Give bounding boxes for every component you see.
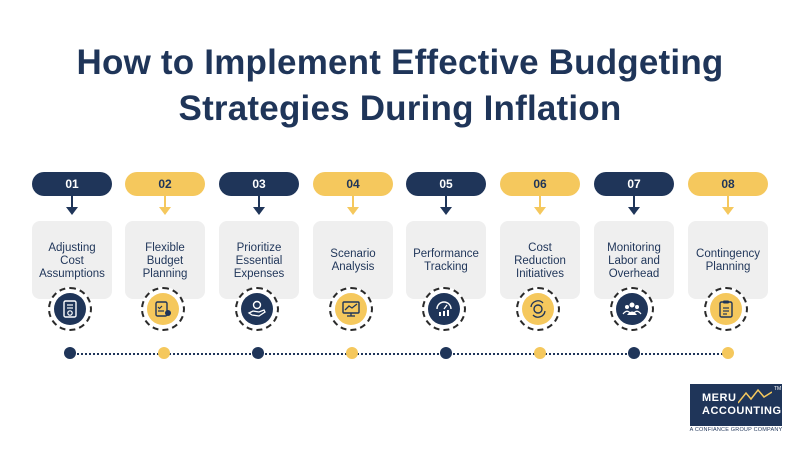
coin-arrows-icon bbox=[522, 293, 554, 325]
step-label: Adjusting Cost Assumptions bbox=[39, 241, 105, 280]
step-number-pill: 07 bbox=[594, 172, 674, 196]
arrow-down-icon bbox=[534, 196, 546, 215]
step-card: Prioritize Essential Expenses bbox=[219, 221, 299, 299]
timeline-dot bbox=[158, 347, 170, 359]
gauge-bars-icon bbox=[428, 293, 460, 325]
budget-checklist-icon bbox=[147, 293, 179, 325]
timeline-dot bbox=[346, 347, 358, 359]
step-label: Contingency Planning bbox=[696, 248, 760, 273]
step-number-pill: 03 bbox=[219, 172, 299, 196]
timeline-dot bbox=[628, 347, 640, 359]
logo: MERU TM ACCOUNTING bbox=[690, 384, 782, 426]
step-number-pill: 01 bbox=[32, 172, 112, 196]
step-label: Prioritize Essential Expenses bbox=[233, 241, 285, 280]
timeline-dot bbox=[64, 347, 76, 359]
step-card: Monitoring Labor and Overhead bbox=[594, 221, 674, 299]
step-number-pill: 05 bbox=[406, 172, 486, 196]
timeline-line bbox=[70, 353, 730, 355]
step-icon-ring bbox=[329, 287, 373, 331]
step-06: 06 Cost Reduction Initiatives bbox=[500, 0, 580, 370]
timeline-dot bbox=[722, 347, 734, 359]
step-icon-ring bbox=[704, 287, 748, 331]
timeline-dot bbox=[534, 347, 546, 359]
document-dollar-icon bbox=[54, 293, 86, 325]
logo-text-meru: MERU bbox=[702, 392, 737, 404]
arrow-down-icon bbox=[347, 196, 359, 215]
step-card: Flexible Budget Planning bbox=[125, 221, 205, 299]
timeline-dot bbox=[440, 347, 452, 359]
step-03: 03 Prioritize Essential Expenses bbox=[219, 0, 299, 370]
clipboard-plan-icon bbox=[710, 293, 742, 325]
step-label: Flexible Budget Planning bbox=[142, 241, 188, 280]
step-number-pill: 08 bbox=[688, 172, 768, 196]
hand-coin-icon bbox=[241, 293, 273, 325]
timeline-dot bbox=[252, 347, 264, 359]
title-line-2: Strategies During Inflation bbox=[178, 89, 622, 128]
page-title: How to Implement Effective Budgeting Str… bbox=[0, 40, 800, 132]
step-icon-ring bbox=[610, 287, 654, 331]
step-card: Adjusting Cost Assumptions bbox=[32, 221, 112, 299]
team-icon bbox=[616, 293, 648, 325]
step-label: Cost Reduction Initiatives bbox=[514, 241, 566, 280]
step-icon-ring bbox=[141, 287, 185, 331]
logo-text-accounting: ACCOUNTING bbox=[702, 405, 782, 417]
chart-analysis-icon bbox=[335, 293, 367, 325]
step-icon-ring bbox=[516, 287, 560, 331]
step-number-pill: 06 bbox=[500, 172, 580, 196]
step-icon-ring bbox=[422, 287, 466, 331]
arrow-down-icon bbox=[253, 196, 265, 215]
step-07: 07 Monitoring Labor and Overhead bbox=[594, 0, 674, 370]
step-number-pill: 02 bbox=[125, 172, 205, 196]
title-line-1: How to Implement Effective Budgeting bbox=[76, 43, 724, 82]
step-02: 02 Flexible Budget Planning bbox=[125, 0, 205, 370]
logo-peaks-icon bbox=[738, 388, 772, 404]
arrow-down-icon bbox=[440, 196, 452, 215]
step-label: Performance Tracking bbox=[413, 248, 479, 273]
step-04: 04 Scenario Analysis bbox=[313, 0, 393, 370]
step-08: 08 Contingency Planning bbox=[688, 0, 768, 370]
logo-trademark: TM bbox=[774, 386, 782, 392]
step-icon-ring bbox=[235, 287, 279, 331]
arrow-down-icon bbox=[628, 196, 640, 215]
step-05: 05 Performance Tracking bbox=[406, 0, 486, 370]
arrow-down-icon bbox=[66, 196, 78, 215]
arrow-down-icon bbox=[722, 196, 734, 215]
arrow-down-icon bbox=[159, 196, 171, 215]
step-label: Monitoring Labor and Overhead bbox=[607, 241, 661, 280]
step-number-pill: 04 bbox=[313, 172, 393, 196]
step-icon-ring bbox=[48, 287, 92, 331]
step-card: Contingency Planning bbox=[688, 221, 768, 299]
logo-tagline: A CONFIANCE GROUP COMPANY bbox=[689, 427, 783, 433]
step-card: Scenario Analysis bbox=[313, 221, 393, 299]
step-card: Cost Reduction Initiatives bbox=[500, 221, 580, 299]
step-01: 01 Adjusting Cost Assumptions bbox=[32, 0, 112, 370]
step-card: Performance Tracking bbox=[406, 221, 486, 299]
step-label: Scenario Analysis bbox=[330, 248, 376, 273]
